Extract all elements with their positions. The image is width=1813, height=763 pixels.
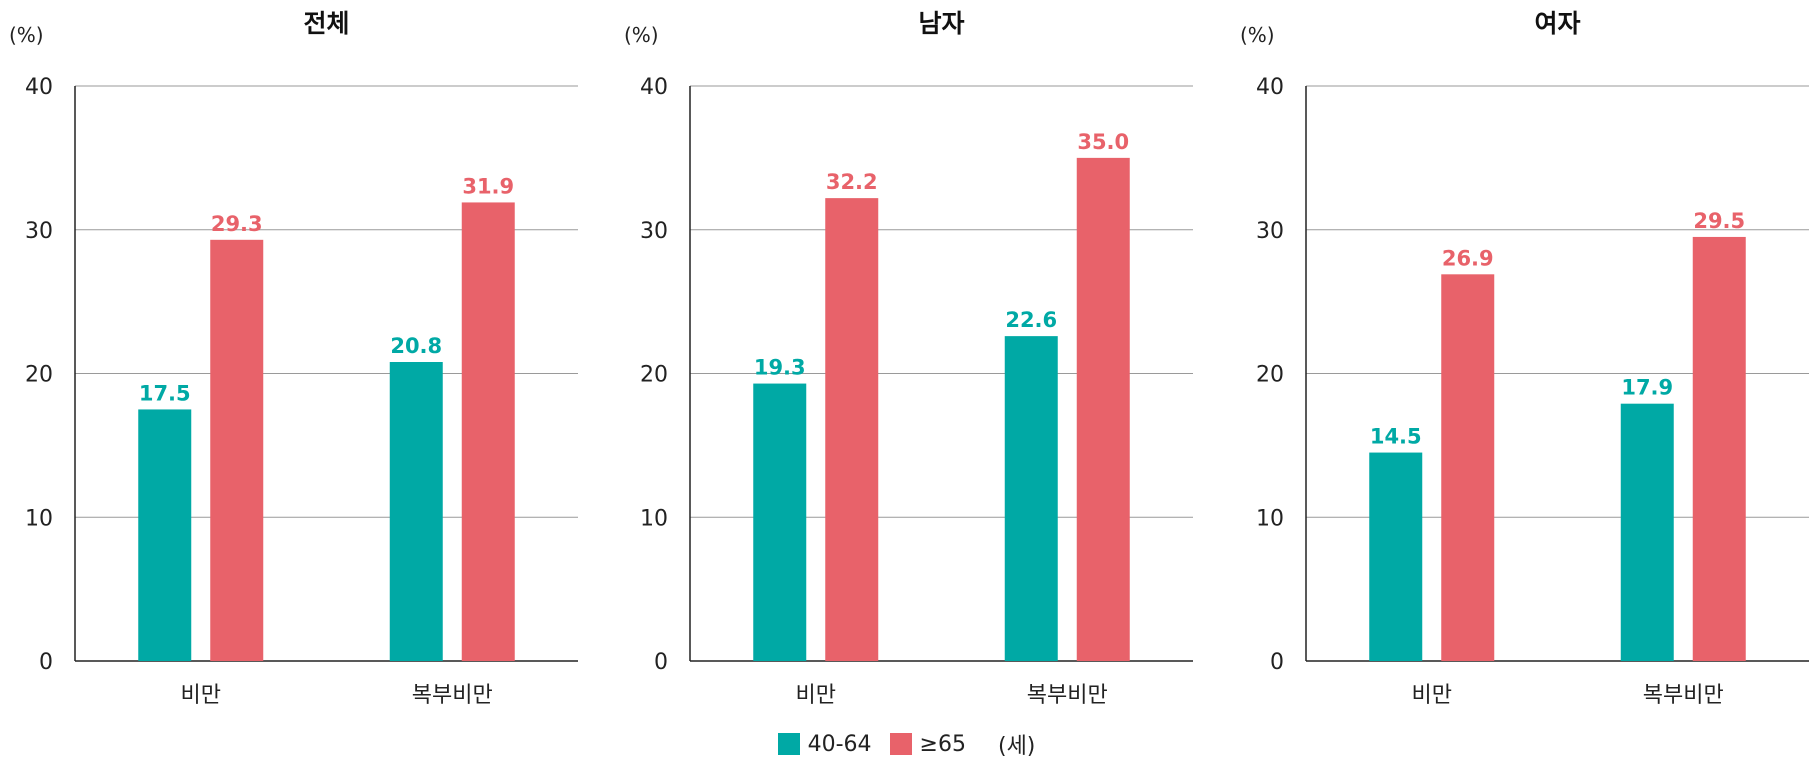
bar-65 bbox=[210, 239, 264, 661]
y-tick-label: 10 bbox=[25, 506, 53, 531]
y-tick-label: 0 bbox=[39, 650, 53, 675]
legend-label-65: ≥65 bbox=[919, 731, 966, 757]
y-tick-label: 30 bbox=[25, 219, 53, 244]
bar-65 bbox=[1441, 274, 1495, 661]
data-label: 17.5 bbox=[139, 381, 191, 405]
bar-40-64 bbox=[753, 383, 807, 661]
data-label: 26.9 bbox=[1442, 246, 1494, 270]
y-tick-label: 0 bbox=[654, 650, 668, 675]
data-label: 29.5 bbox=[1693, 209, 1745, 233]
y-tick-label: 40 bbox=[25, 75, 53, 100]
y-axis-label: (%) bbox=[1240, 23, 1275, 47]
y-tick-label: 30 bbox=[640, 219, 668, 244]
legend-unit: (세) bbox=[997, 734, 1036, 759]
data-label: 31.9 bbox=[462, 174, 514, 198]
data-label: 20.8 bbox=[390, 334, 442, 358]
y-tick-label: 20 bbox=[25, 363, 53, 388]
bar-40-64 bbox=[389, 362, 443, 661]
y-axis-label: (%) bbox=[9, 23, 44, 47]
x-tick-label: 비만 bbox=[796, 683, 836, 708]
x-tick-label: 비만 bbox=[1412, 683, 1452, 708]
legend-label-40-64: 40-64 bbox=[807, 731, 872, 757]
legend-item-40-64: 40-64 bbox=[777, 731, 872, 757]
y-tick-label: 40 bbox=[1256, 75, 1284, 100]
bar-65 bbox=[461, 202, 515, 661]
y-tick-label: 40 bbox=[640, 75, 668, 100]
data-label: 29.3 bbox=[211, 212, 263, 236]
y-tick-label: 30 bbox=[1256, 219, 1284, 244]
data-label: 32.2 bbox=[826, 170, 878, 194]
bar-40-64 bbox=[138, 409, 192, 661]
x-tick-label: 비만 bbox=[181, 683, 221, 708]
bar-40-64 bbox=[1004, 336, 1058, 661]
chart-title: 전체 bbox=[303, 9, 349, 38]
data-label: 22.6 bbox=[1005, 308, 1057, 332]
x-tick-label: 복부비만 bbox=[1027, 683, 1108, 708]
y-tick-label: 10 bbox=[1256, 506, 1284, 531]
y-tick-label: 20 bbox=[640, 363, 668, 388]
bar-65 bbox=[1076, 157, 1130, 661]
legend-swatch-65 bbox=[889, 733, 912, 755]
data-label: 14.5 bbox=[1370, 425, 1422, 449]
legend: 40-64 ≥65 (세) bbox=[0, 730, 1813, 759]
bar-40-64 bbox=[1620, 403, 1674, 661]
y-axis-label: (%) bbox=[624, 23, 659, 47]
bar-65 bbox=[825, 198, 879, 661]
y-tick-label: 20 bbox=[1256, 363, 1284, 388]
data-label: 17.9 bbox=[1621, 376, 1673, 400]
data-label: 19.3 bbox=[754, 356, 806, 380]
chart-title: 여자 bbox=[1534, 9, 1580, 38]
bar-40-64 bbox=[1369, 452, 1423, 661]
y-tick-label: 10 bbox=[640, 506, 668, 531]
x-tick-label: 복부비만 bbox=[1643, 683, 1724, 708]
legend-item-65: ≥65 bbox=[889, 731, 966, 757]
chart-title: 남자 bbox=[918, 9, 964, 38]
legend-swatch-40-64 bbox=[777, 733, 800, 755]
data-label: 35.0 bbox=[1077, 130, 1129, 154]
bar-65 bbox=[1692, 236, 1746, 661]
x-tick-label: 복부비만 bbox=[412, 683, 493, 708]
y-tick-label: 0 bbox=[1270, 650, 1284, 675]
